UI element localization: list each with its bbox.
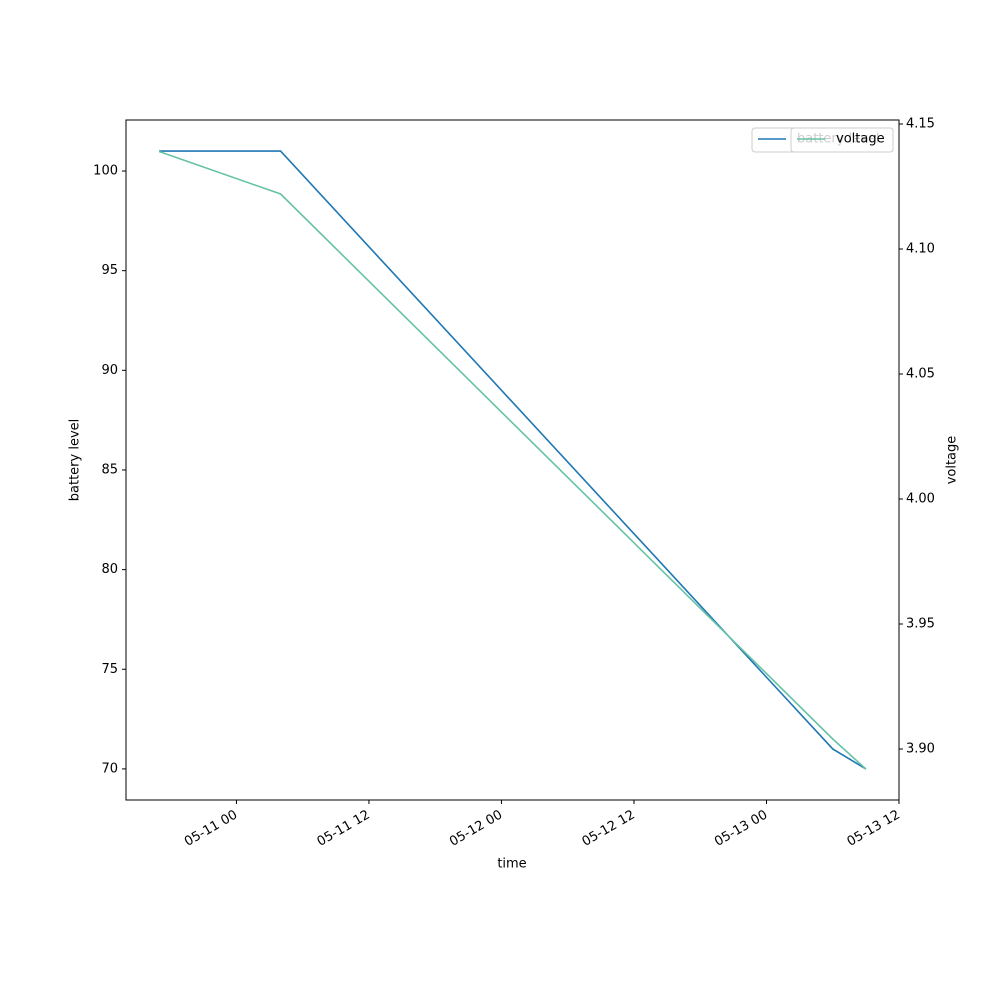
y2-tick-label: 4.05	[906, 367, 935, 382]
y2-tick-label: 4.15	[906, 117, 935, 132]
y-tick-label: 85	[101, 462, 118, 477]
y2-tick-label: 4.10	[906, 242, 935, 257]
y-tick-label: 75	[101, 662, 118, 677]
y2-tick-label: 3.95	[906, 617, 935, 632]
y-tick-label: 90	[101, 363, 118, 378]
x-tick-label: 05-11 12	[315, 808, 373, 850]
y-tick-label: 70	[101, 761, 118, 776]
y2-tick-label: 3.90	[906, 742, 935, 757]
plot-frame	[125, 119, 900, 801]
x-tick-label: 05-12 00	[447, 808, 505, 850]
x-tick-label: 05-11 00	[182, 808, 240, 850]
x-tick-label: 05-13 00	[712, 808, 770, 850]
y-axis-label: battery level	[68, 419, 83, 502]
x-tick-label: 05-13 12	[845, 808, 903, 850]
y2-axis-label: voltage	[945, 436, 960, 485]
legend-label: voltage	[836, 132, 885, 147]
y-tick-label: 95	[101, 263, 118, 278]
x-tick-label: 05-12 12	[580, 808, 638, 850]
y-tick-label: 100	[93, 164, 118, 179]
y2-tick-label: 4.00	[906, 492, 935, 507]
y-tick-label: 80	[101, 562, 118, 577]
line-series	[159, 150, 867, 770]
line-series	[158, 150, 867, 770]
x-axis-label: time	[497, 857, 526, 872]
legend-box	[790, 127, 894, 153]
